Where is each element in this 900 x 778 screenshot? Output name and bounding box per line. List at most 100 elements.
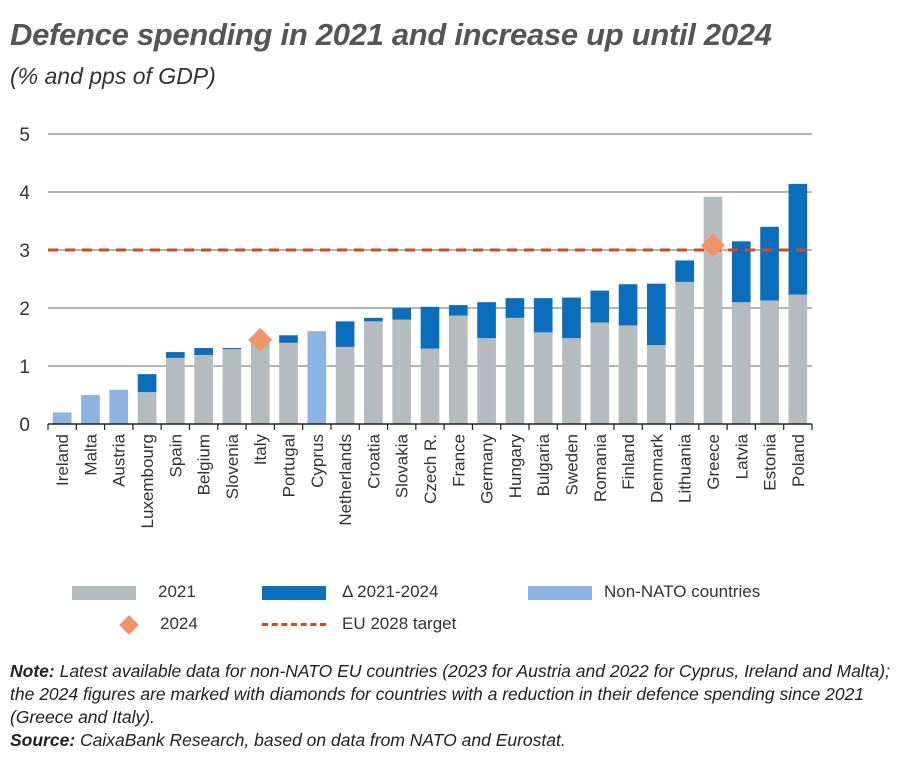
bar-delta <box>222 348 242 350</box>
x-tick-label: Czech R. <box>421 434 440 504</box>
note-text: Latest available data for non-NATO EU co… <box>10 661 890 727</box>
bar-non-nato <box>52 412 72 424</box>
x-tick-label: Malta <box>81 433 100 475</box>
legend-label: 2021 <box>158 582 196 601</box>
x-tick-label: Cyprus <box>308 434 327 488</box>
bar-delta <box>420 306 440 349</box>
bar-delta <box>194 348 213 355</box>
x-tick-label: Finland <box>619 434 638 490</box>
source-label: Source: <box>10 730 76 750</box>
source-text: CaixaBank Research, based on data from N… <box>75 730 566 750</box>
y-tick-label: 0 <box>19 415 30 436</box>
bar-2021 <box>137 392 157 424</box>
bar-2021 <box>392 319 412 424</box>
legend-swatch <box>262 585 326 600</box>
bar-2021 <box>618 325 638 424</box>
bar-delta <box>477 302 496 339</box>
x-tick-label: Netherlands <box>336 434 355 526</box>
x-tick-label: Croatia <box>364 433 383 488</box>
bar-non-nato <box>81 395 100 424</box>
legend-swatch <box>528 585 592 600</box>
bar-2021 <box>420 348 440 424</box>
y-tick-label: 2 <box>19 299 30 320</box>
x-tick-label: Austria <box>110 433 129 486</box>
bar-2021 <box>562 338 581 424</box>
x-tick-label: Bulgaria <box>534 433 553 496</box>
bar-2021 <box>222 349 242 424</box>
bar-2021 <box>477 338 496 424</box>
legend-item-2021: 2021 <box>72 582 196 602</box>
note-label: Note: <box>10 661 55 681</box>
x-tick-label: Hungary <box>506 434 525 499</box>
legend-item-target: EU 2028 target <box>262 614 456 634</box>
bar-2021 <box>703 196 723 424</box>
bar-2021 <box>194 354 213 424</box>
bar-delta <box>448 305 468 316</box>
x-tick-label: France <box>449 434 468 487</box>
x-tick-label: Estonia <box>761 433 780 490</box>
bar-2021 <box>250 337 270 424</box>
bar-delta <box>392 308 412 320</box>
legend-swatch <box>72 585 136 600</box>
x-tick-label: Poland <box>789 434 808 487</box>
x-tick-label: Denmark <box>647 434 666 503</box>
bar-delta <box>760 226 779 301</box>
legend-label: Δ 2021-2024 <box>342 582 439 601</box>
bar-delta <box>675 260 695 282</box>
chart-subtitle: (% and pps of GDP) <box>10 63 216 89</box>
y-tick-label: 5 <box>19 125 30 146</box>
x-tick-label: Romania <box>591 433 610 502</box>
bar-2021 <box>647 345 666 424</box>
bar-delta <box>590 290 610 323</box>
bar-delta <box>731 241 751 303</box>
legend-item-2024: 2024 <box>119 614 198 635</box>
bar-2021 <box>760 300 779 424</box>
x-tick-label: Spain <box>166 434 185 477</box>
x-tick-label: Germany <box>478 434 497 504</box>
x-tick-label: Luxembourg <box>138 434 157 529</box>
bar-non-nato <box>307 331 327 424</box>
diamond-icon <box>119 614 139 635</box>
bar-2021 <box>731 302 751 424</box>
bar-2021 <box>788 294 808 424</box>
x-tick-label: Portugal <box>280 434 299 497</box>
x-tick-label: Sweden <box>562 434 581 495</box>
y-tick-label: 1 <box>19 357 30 378</box>
x-tick-label: Slovakia <box>393 433 412 498</box>
bar-2021 <box>505 317 525 424</box>
x-tick-label: Slovenia <box>223 433 242 499</box>
bar-delta <box>505 298 525 318</box>
x-tick-label: Greece <box>704 434 723 490</box>
x-tick-label: Belgium <box>195 434 214 495</box>
x-tick-label: Italy <box>251 434 270 466</box>
y-tick-label: 4 <box>19 183 30 204</box>
bar-2021 <box>279 342 298 424</box>
dashed-line-icon <box>262 623 326 627</box>
bar-2021 <box>448 315 468 424</box>
bar-delta <box>562 297 581 339</box>
diamond-2024 <box>700 233 725 258</box>
y-tick-label: 3 <box>19 241 30 262</box>
bar-2021 <box>364 321 383 424</box>
bar-delta <box>533 298 553 333</box>
legend-item-delta: Δ 2021-2024 <box>262 582 438 602</box>
chart-title: Defence spending in 2021 and increase up… <box>10 17 772 52</box>
bar-delta <box>335 321 355 347</box>
bar-delta <box>165 352 185 358</box>
legend-label: EU 2028 target <box>342 614 457 633</box>
bar-delta <box>364 317 383 322</box>
bar-2021 <box>533 332 553 424</box>
bar-non-nato <box>109 389 129 424</box>
bar-2021 <box>165 357 185 424</box>
bar-2021 <box>335 346 355 424</box>
bar-delta <box>137 374 157 393</box>
bar-delta <box>618 284 638 326</box>
bar-2021 <box>675 281 695 424</box>
x-tick-label: Lithuania <box>676 433 695 503</box>
bar-delta <box>788 183 808 295</box>
x-tick-label: Latvia <box>732 433 751 479</box>
legend-label: 2024 <box>160 614 198 633</box>
bar-2021 <box>590 322 610 424</box>
